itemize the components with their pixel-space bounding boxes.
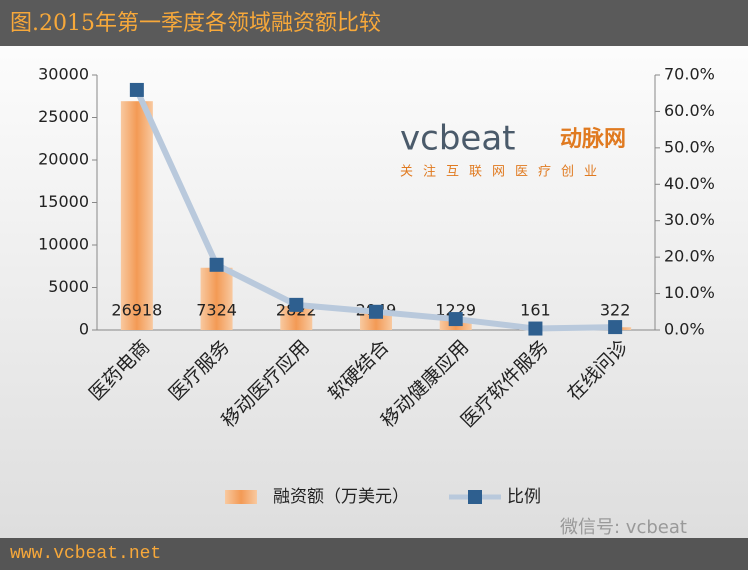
y-tick-label: 30000	[38, 65, 89, 84]
ratio-marker	[289, 297, 304, 312]
y-tick-label: 25000	[38, 107, 89, 126]
legend-label: 比例	[507, 487, 541, 507]
ratio-marker	[209, 257, 224, 272]
y2-tick-label: 20.0%	[664, 247, 715, 266]
bar	[360, 312, 392, 330]
wechat-id: 微信号: vcbeat	[560, 517, 687, 538]
footer	[0, 538, 748, 570]
y-tick-label: 15000	[38, 192, 89, 211]
bar-value-label: 7324	[196, 301, 237, 320]
bar	[120, 101, 153, 331]
y-tick-label: 5000	[48, 277, 89, 296]
y2-tick-label: 0.0%	[664, 320, 705, 339]
ratio-marker	[129, 82, 144, 97]
header	[0, 0, 748, 46]
y-tick-label: 20000	[38, 150, 89, 169]
y2-tick-label: 10.0%	[664, 283, 715, 302]
watermark-slogan: 关注互联网医疗创业	[400, 165, 607, 180]
chart-title: 图.2015年第一季度各领域融资额比较	[10, 11, 381, 36]
ratio-marker	[608, 320, 623, 335]
watermark-name: 动脉网	[560, 127, 626, 152]
y2-tick-label: 40.0%	[664, 174, 715, 193]
y2-tick-label: 30.0%	[664, 210, 715, 229]
y-tick-label: 10000	[38, 235, 89, 254]
bar	[280, 306, 313, 330]
bar-value-label: 322	[600, 301, 631, 320]
ratio-marker	[369, 304, 383, 319]
ratio-marker	[448, 312, 463, 327]
legend-label: 融资额（万美元）	[273, 487, 409, 507]
y2-tick-label: 60.0%	[664, 101, 715, 120]
y-tick-label: 0	[79, 320, 89, 339]
bar-value-label: 1229	[435, 301, 476, 320]
y2-tick-label: 70.0%	[664, 65, 715, 84]
bar-value-label: 161	[520, 301, 551, 320]
legend-swatch	[225, 490, 257, 504]
bar	[200, 267, 233, 330]
watermark-logo: vcbeat	[400, 119, 515, 159]
legend-swatch	[468, 490, 482, 504]
y2-tick-label: 50.0%	[664, 137, 715, 156]
bar-value-label: 26918	[111, 301, 162, 320]
ratio-marker	[528, 321, 543, 336]
footer-url: www.vcbeat.net	[10, 544, 161, 564]
